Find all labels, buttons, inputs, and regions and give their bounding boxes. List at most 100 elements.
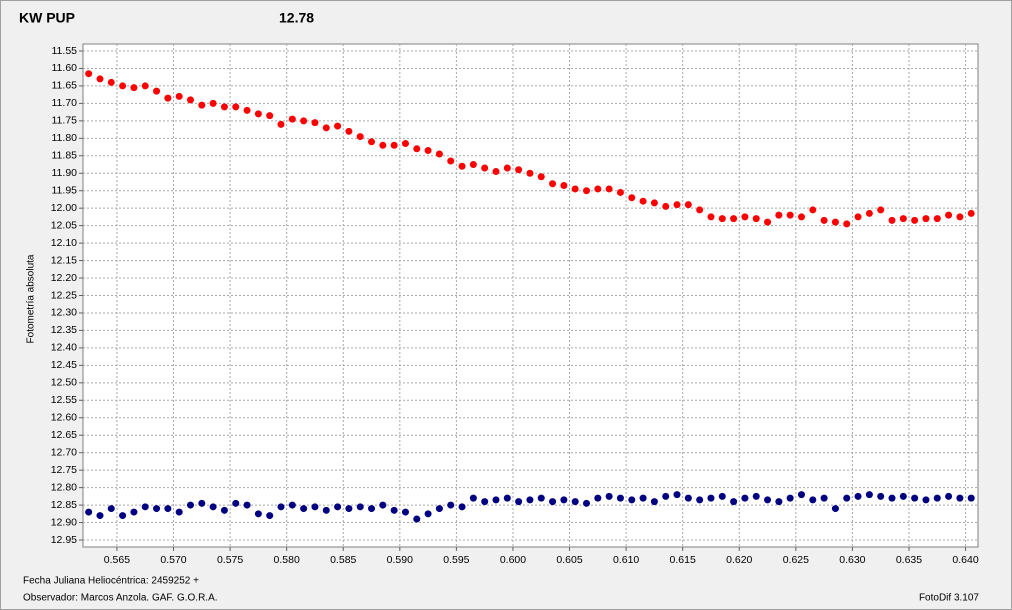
point (119, 512, 127, 520)
point (198, 499, 206, 507)
point (379, 141, 387, 149)
y-tick-label: 12.15 (51, 254, 77, 266)
point (922, 496, 930, 504)
y-axis-label: Fotometría absoluta (26, 254, 37, 343)
y-tick-label: 11.55 (52, 45, 78, 57)
point (469, 494, 477, 502)
point (209, 99, 217, 107)
point (967, 494, 975, 502)
x-axis-label: Fecha Juliana Heliocéntrica: 2459252 + (23, 576, 199, 587)
point (662, 492, 670, 500)
point (141, 82, 149, 90)
point (831, 505, 839, 513)
point (888, 216, 896, 224)
point (266, 112, 274, 120)
x-tick-label: 0.620 (726, 554, 752, 566)
point (356, 133, 364, 141)
y-tick-label: 12.20 (51, 272, 77, 284)
point (571, 185, 579, 193)
point (899, 492, 907, 500)
point (175, 508, 183, 516)
y-tick-label: 11.70 (52, 97, 78, 109)
point (956, 213, 964, 221)
point (232, 499, 240, 507)
point (164, 505, 172, 513)
point (379, 501, 387, 509)
point (277, 120, 285, 128)
point (911, 216, 919, 224)
y-tick-label: 11.65 (52, 80, 78, 92)
point (718, 492, 726, 500)
point (413, 145, 421, 153)
point (628, 194, 636, 202)
point (537, 494, 545, 502)
x-tick-label: 0.615 (670, 554, 696, 566)
point (254, 510, 262, 518)
point (243, 106, 251, 114)
point (877, 206, 885, 214)
point (526, 496, 534, 504)
point (933, 494, 941, 502)
point (605, 492, 613, 500)
point (741, 213, 749, 221)
point (141, 503, 149, 511)
point (718, 215, 726, 223)
point (922, 215, 930, 223)
y-tick-label: 11.90 (52, 167, 78, 179)
point (775, 498, 783, 506)
point (809, 496, 817, 504)
point (628, 496, 636, 504)
x-tick-label: 0.575 (217, 554, 243, 566)
point (820, 494, 828, 502)
point (594, 185, 602, 193)
y-tick-label: 12.00 (51, 202, 77, 214)
point (413, 515, 421, 523)
point (865, 209, 873, 217)
point (730, 215, 738, 223)
point (130, 508, 138, 516)
point (390, 141, 398, 149)
point (537, 173, 545, 181)
point (153, 87, 161, 95)
point (492, 167, 500, 175)
point (458, 162, 466, 170)
x-tick-label: 0.625 (783, 554, 809, 566)
point (515, 166, 523, 174)
point (730, 498, 738, 506)
point (345, 505, 353, 513)
y-tick-label: 11.60 (52, 62, 78, 74)
point (945, 211, 953, 219)
point (288, 501, 296, 509)
point (322, 124, 330, 132)
point (435, 150, 443, 158)
point (288, 115, 296, 123)
point (85, 508, 93, 516)
point (820, 216, 828, 224)
point (775, 211, 783, 219)
x-tick-label: 0.640 (952, 554, 978, 566)
point (220, 103, 228, 111)
x-tick-label: 0.585 (330, 554, 356, 566)
point (933, 215, 941, 223)
y-tick-label: 12.45 (51, 359, 77, 371)
y-tick-label: 12.70 (51, 446, 77, 458)
y-tick-label: 11.85 (52, 150, 78, 162)
point (764, 496, 772, 504)
point (447, 501, 455, 509)
y-tick-label: 12.85 (51, 499, 77, 511)
point (311, 119, 319, 127)
point (186, 96, 194, 104)
point (492, 496, 500, 504)
y-tick-label: 12.50 (51, 377, 77, 389)
point (583, 187, 591, 195)
point (209, 503, 217, 511)
point (266, 512, 274, 520)
point (186, 501, 194, 509)
point (560, 181, 568, 189)
y-tick-label: 12.25 (51, 289, 77, 301)
y-tick-label: 12.10 (51, 237, 77, 249)
point (639, 197, 647, 205)
point (707, 213, 715, 221)
point (911, 494, 919, 502)
